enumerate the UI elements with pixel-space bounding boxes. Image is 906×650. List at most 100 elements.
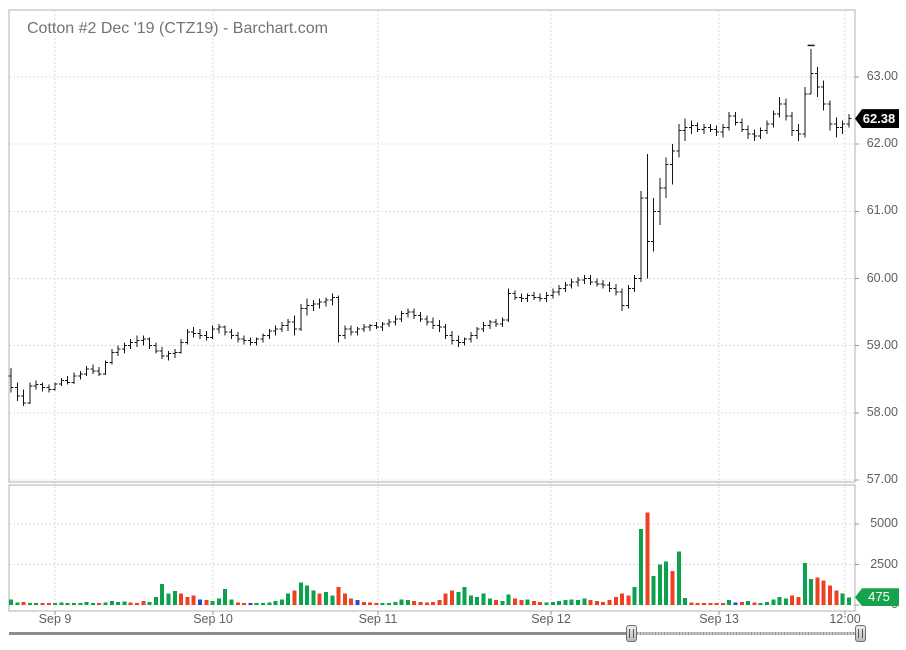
time-axis-label: 12:00 [829,612,861,626]
ohlc-bar [474,326,480,339]
volume-bar [657,564,662,605]
ohlc-bar [178,339,184,354]
volume-bar [418,601,423,605]
volume-bar [840,593,845,605]
volume-bar [40,603,45,605]
volume-bar [702,603,706,605]
ohlc-bar [392,315,398,326]
ohlc-bar [310,300,316,311]
volume-bar [576,600,580,605]
volume-bar [531,601,536,605]
volume-bar [128,602,133,605]
ohlc-bar [355,326,360,336]
volume-bar [179,593,184,605]
ohlc-bar [764,120,770,135]
ohlc-bar [292,315,297,336]
ohlc-bar [644,154,650,279]
ohlc-bar [58,377,64,386]
volume-bar [676,551,681,605]
time-scrollbar-track[interactable] [9,632,866,635]
ohlc-bar [751,129,757,141]
volume-bar [645,512,650,605]
ohlc-bar [481,322,486,333]
ohlc-bar [367,324,373,331]
volume-bar [802,562,807,605]
ohlc-bar [254,337,260,346]
ohlc-bar [21,389,27,407]
ohlc-bar [462,337,468,346]
ohlc-bar [726,111,732,131]
volume-bar [109,601,114,605]
volume-bar [185,596,190,605]
ohlc-bar [172,349,178,358]
ohlc-bar [518,293,524,302]
volume-bar [708,603,713,605]
time-axis-label: Sep 11 [358,612,398,626]
time-scrollbar-range[interactable] [631,632,860,635]
volume-bar [525,599,530,605]
ohlc-bar [241,335,247,345]
volume-bar [355,600,360,605]
ohlc-bar [342,325,348,339]
volume-bar [828,585,832,605]
ohlc-bar [159,347,165,360]
ohlc-bar [279,322,285,333]
ohlc-bar [733,111,738,126]
ohlc-bar [103,360,108,376]
volume-bar [632,587,637,605]
ohlc-bar [449,330,455,345]
volume-bar [147,601,152,605]
ohlc-bar [33,380,39,390]
volume-bar [166,593,171,605]
volume-bar [65,603,70,605]
volume-bar [424,602,429,605]
scrollbar-left-handle[interactable] [626,625,637,642]
ohlc-bar [556,285,562,296]
volume-bar [229,599,234,605]
volume-bar [273,601,278,605]
volume-bar [475,596,480,605]
ohlc-bar [153,342,159,354]
scrollbar-grip-icon [858,629,863,638]
volume-bar [153,596,158,605]
ohlc-bar [273,325,279,336]
volume-bar [9,599,13,605]
volume-bar [311,590,316,605]
ohlc-bar [380,322,386,331]
volume-bar [305,585,310,605]
volume-bar [714,603,719,605]
volume-bar [135,603,139,605]
ohlc-bar [701,124,707,135]
ohlc-bar [840,120,846,135]
ohlc-bar [8,367,14,393]
ohlc-bar [739,118,745,133]
volume-bar [298,582,303,605]
volume-bar [267,602,272,605]
ohlc-bar [632,275,638,292]
ohlc-bar [525,293,531,302]
ohlc-bar [783,98,789,121]
ohlc-bar [600,279,606,289]
volume-bar [97,603,102,605]
volume-bar [746,601,751,605]
volume-bar [664,561,669,605]
volume-bar [500,601,505,605]
ohlc-bar [562,281,568,292]
ohlc-bar [184,328,190,345]
ohlc-bar [418,312,423,323]
ohlc-bar [373,322,379,329]
ohlc-bar [260,333,266,343]
volume-bar [216,598,221,605]
volume-bar [324,592,328,605]
ohlc-bar [84,365,90,376]
ohlc-bar [720,124,726,138]
volume-bar [21,601,26,605]
ohlc-bar [109,349,115,365]
volume-bar [191,595,196,605]
ohlc-bar [468,332,474,343]
scrollbar-right-handle[interactable] [855,625,866,642]
volume-bar [796,596,801,605]
ohlc-bar [216,324,222,334]
ohlc-bar [651,197,657,252]
